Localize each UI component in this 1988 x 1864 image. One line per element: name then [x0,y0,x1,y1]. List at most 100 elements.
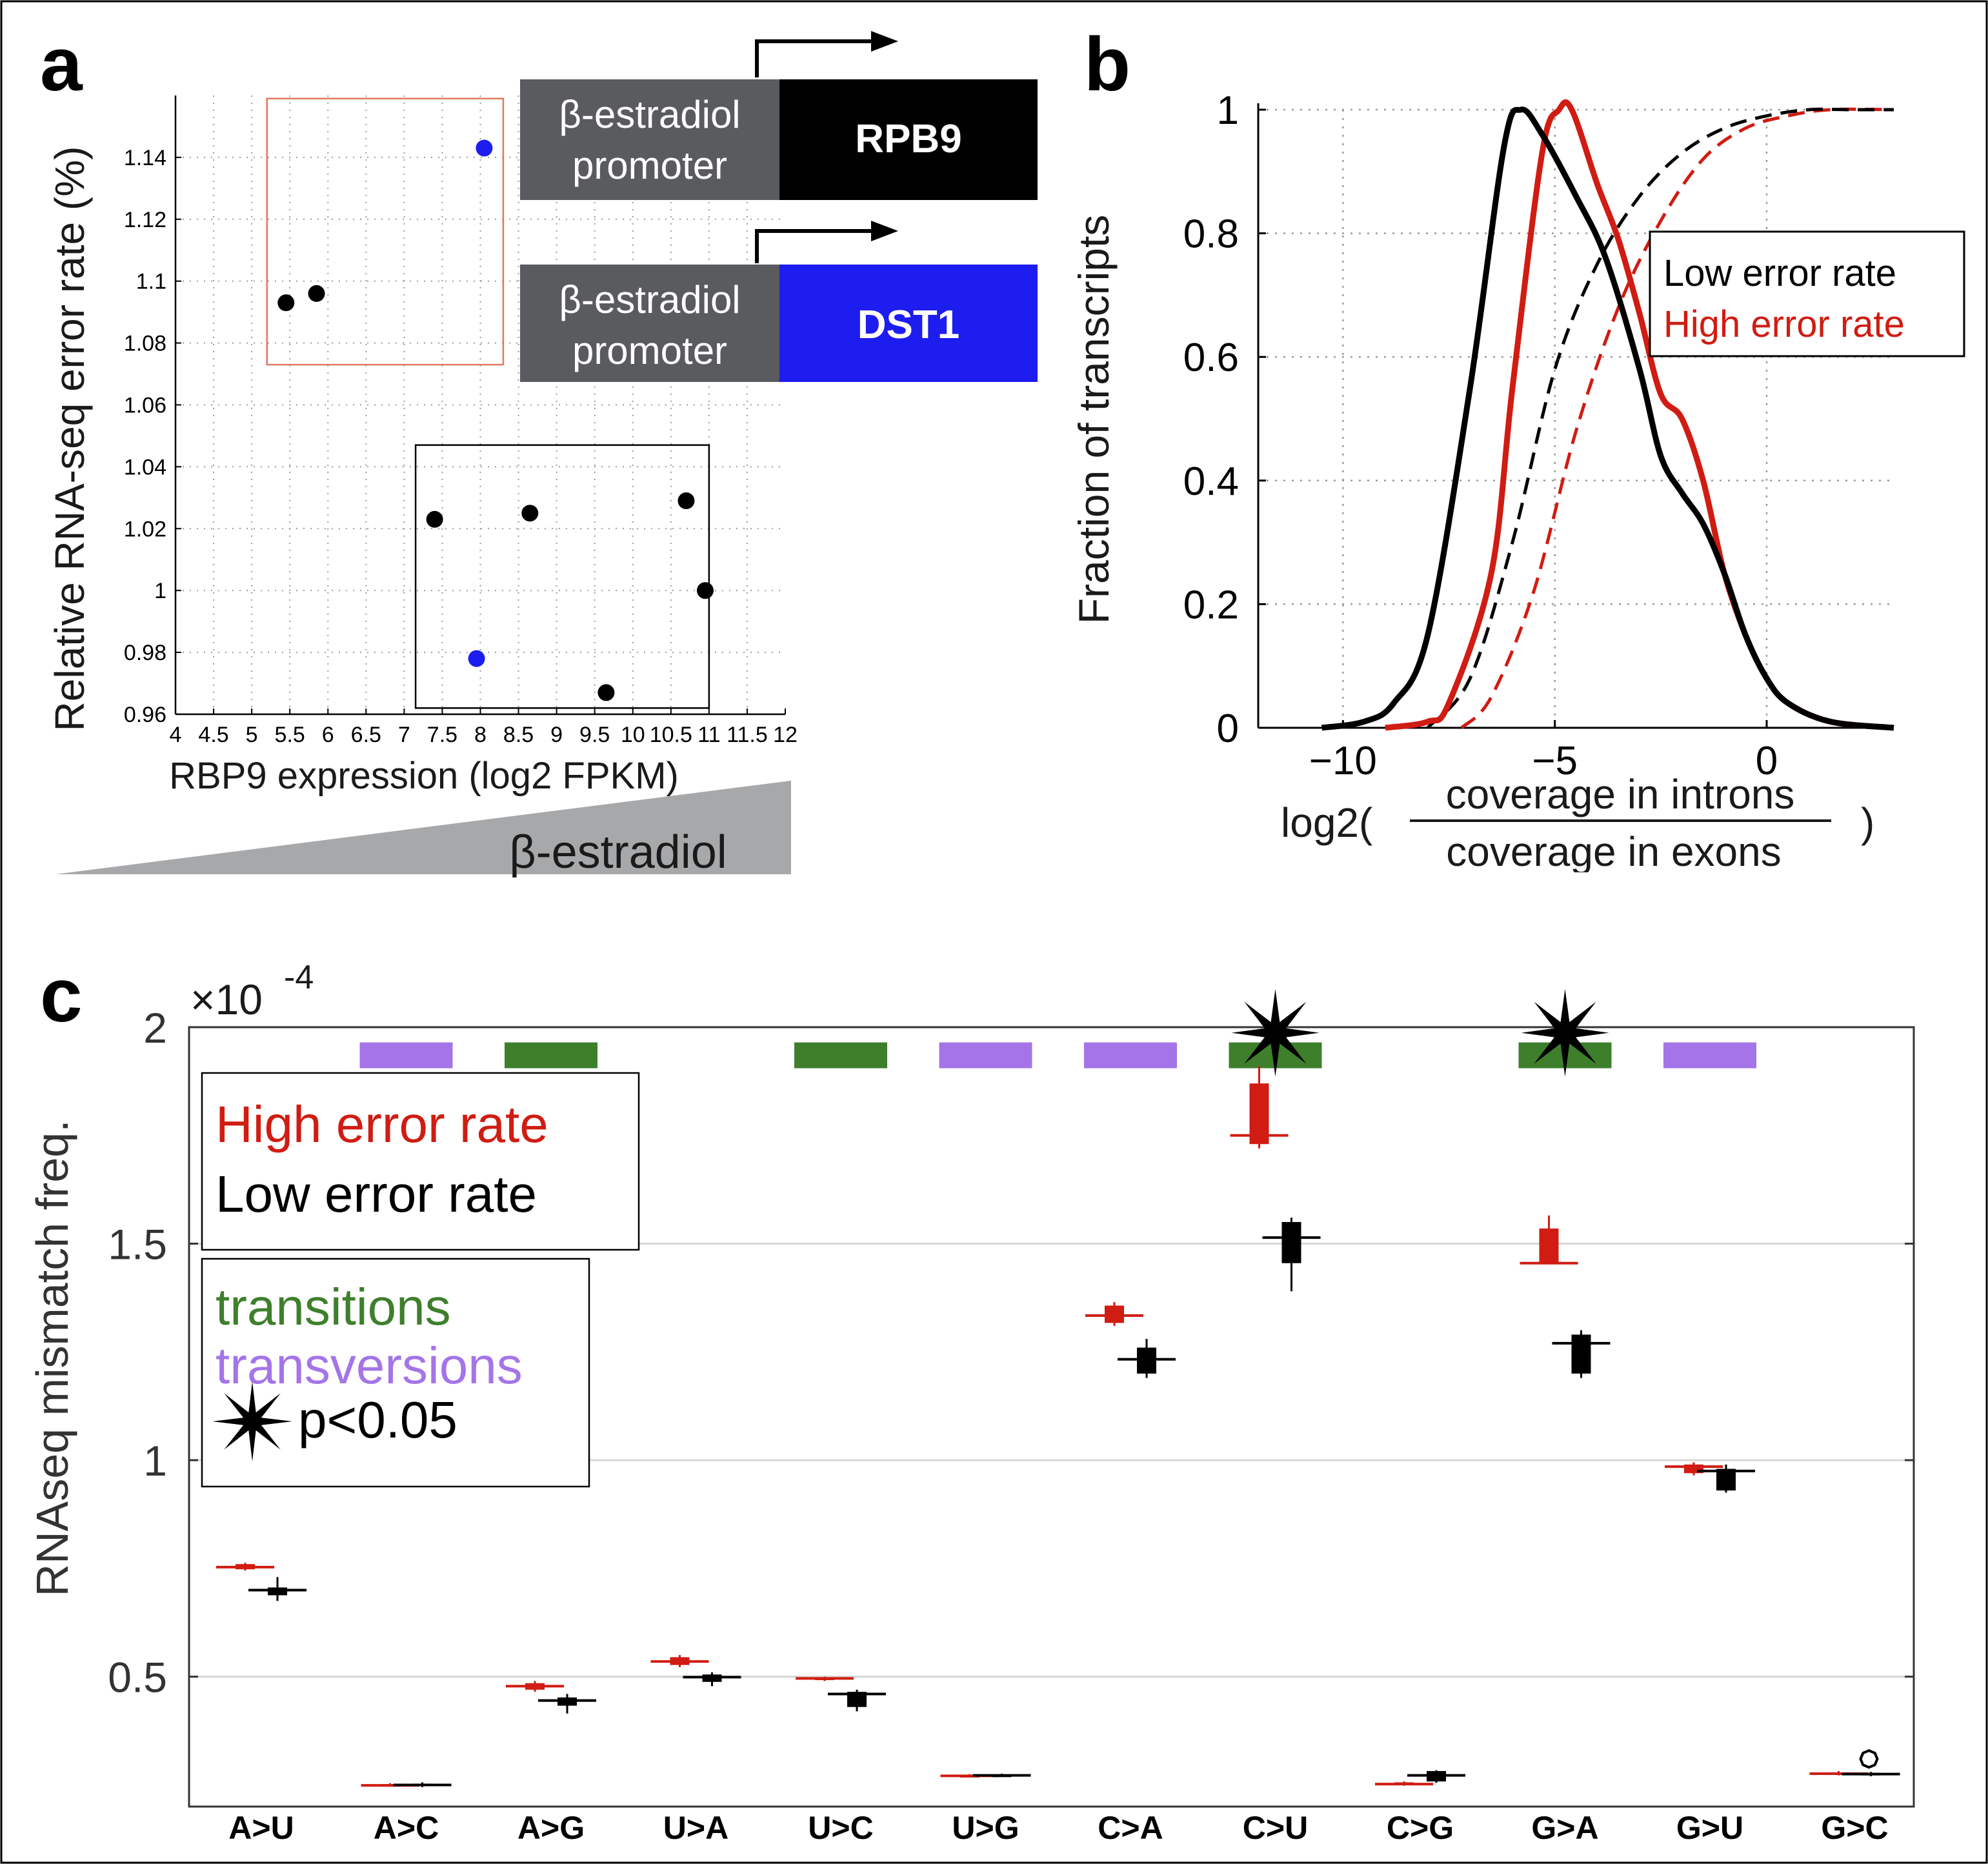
construct-dst1-promoter [520,265,779,382]
panel-a-data-point [678,492,695,510]
panel-a-y-tick-label: 1.04 [124,455,166,479]
panel-c-y-axis-label: RNAseq mismatch freq. [27,1119,77,1596]
panel-b-y-tick-label: 0.2 [1183,583,1239,627]
beta-estradiol-gradient-label: β-estradiol [509,827,727,878]
panel-a-letter: a [40,22,83,107]
panel-c-legend-high: High error rate [216,1096,548,1153]
panel-c-class-bar-transversion [1663,1042,1756,1068]
panel-b-x-label-prefix: log2( [1281,799,1372,846]
construct-rpb9-arrow-head [871,31,898,52]
panel-c-legend-pvalue: p<0.05 [298,1391,457,1448]
construct-dst1-gene [779,265,1038,382]
panel-a-x-tick-label: 8.5 [503,723,534,747]
panel-a-x-axis-label: RBP9 expression (log2 FPKM) [169,755,679,797]
panel-c-y-tick-label: 0.5 [108,1654,167,1701]
panel-c-scale-base: ×10 [190,976,263,1023]
panel-a-x-tick-label: 11.5 [727,723,768,747]
panel-a-data-point [476,139,493,157]
panel-b-x-tick-labels: −10 −5 0 [1309,739,1778,783]
panel-c-category-label: G>A [1531,1810,1598,1846]
panel-c-box [1137,1347,1156,1374]
panel-a-x-tick-label: 6 [322,723,334,747]
panel-c-significance-stars [1231,988,1609,1077]
panel-c-box [1571,1334,1591,1374]
panel-c-legend-classes: transitions transversions p<0.05 [201,1258,590,1488]
panel-c-letter: c [40,953,83,1038]
panel-b-legend-box [1649,230,1965,357]
panel-c-class-bar-transition [505,1042,597,1068]
panel-b-y-tick-label: 1 [1217,88,1239,133]
panel-b-x-tick-label: −5 [1532,739,1578,783]
construct-dst1: β-estradiol promoter DST1 [520,221,1038,382]
panel-c-category-label: C>G [1387,1810,1454,1846]
panel-b-x-label-numerator: coverage in introns [1446,771,1795,817]
panel-a-y-tick-label: 0.96 [124,703,166,727]
panel-a-x-tick-label: 10 [621,723,645,747]
beta-estradiol-gradient-wedge [55,781,791,874]
construct-dst1-gene-label: DST1 [858,303,959,347]
construct-rpb9: β-estradiol promoter RPB9 [520,31,1038,200]
panel-a-x-tick-label: 8 [474,723,487,747]
panel-c-category-label: A>G [517,1810,585,1846]
panel-a-x-tick-label: 4.5 [198,723,228,747]
panel-b-y-tick-label: 0 [1217,707,1239,751]
panel-b-legend: Low error rate High error rate [1649,230,1965,357]
panel-c-category-label: U>C [808,1810,873,1846]
panel-c: c A>U A>C A>G U>A U>C U>G C>A C>U C>G G>A G>U G>C 0… [27,953,1915,1846]
panel-b-series-line [1321,106,1894,731]
panel-a-x-tick-label: 7.5 [427,723,457,747]
star-icon [212,1381,292,1461]
panel-a-x-tick-label: 5 [246,723,258,747]
construct-rpb9-promoter-line1: β-estradiol [559,93,740,136]
panel-b-x-tick-label: 0 [1756,739,1778,783]
panel-a-x-tick-labels: 4 4.5 5 5.5 6 6.5 7 7.5 8 8.5 9 9.5 10 10.5 11 11.5 12 [170,723,798,747]
panel-c-box [847,1692,867,1707]
panel-a-x-tick-label: 10.5 [650,723,692,747]
panel-c-category-label: U>G [952,1810,1019,1846]
panel-c-legend-series-box [201,1072,640,1251]
panel-c-outlier [1859,1749,1879,1769]
panel-a-axes [174,95,786,716]
construct-dst1-promoter-line1: β-estradiol [559,278,740,321]
low-error-group-box [414,444,710,709]
panel-c-x-tick-labels: A>U A>C A>G U>A U>C U>G C>A C>U C>G G>A G>U G>C [228,1810,1888,1846]
panel-a-y-tick-label: 1.14 [124,146,166,170]
panel-b-y-axis-label: Fraction of transcripts [1070,215,1118,625]
panel-a-data-point [597,684,615,701]
panel-a-x-tick-label: 11 [698,723,720,747]
panel-a-y-axis-label: Relative RNA-seq error rate (%) [46,146,93,732]
panel-a-x-tick-label: 5.5 [275,723,305,747]
panel-c-legend-classes-box [201,1258,590,1488]
panel-a-data-point [426,510,443,528]
panel-a-y-tick-label: 1.12 [124,208,166,232]
panel-c-category-label: A>U [228,1810,294,1846]
panel-b-series-line [1426,107,1894,729]
panel-a-data-point [468,650,485,667]
panel-c-class-bar-transition [794,1042,887,1068]
panel-c-box [1249,1083,1269,1145]
panel-c-box [1281,1222,1301,1263]
panel-c-scale-exponent: -4 [284,959,314,996]
panel-c-boxes [216,1066,1900,1787]
panel-b-letter: b [1084,22,1130,107]
panel-a-y-tick-label: 1 [154,579,166,603]
panel-c-category-label: C>U [1243,1810,1308,1846]
panel-a-x-tick-label: 9.5 [579,723,610,747]
panel-a-y-tick-label: 0.98 [124,641,166,665]
panel-c-box [1105,1305,1124,1323]
panel-a-x-tick-label: 9 [550,723,563,747]
panel-a-x-tick-label: 6.5 [351,723,381,747]
panel-c-category-label: C>A [1098,1810,1163,1846]
panel-b-x-label-denominator: coverage in exons [1446,828,1781,875]
panel-a-x-tick-label: 12 [773,723,798,747]
panel-c-y-tick-labels: 0.5 1 1.5 2 [108,1004,167,1701]
panel-c-box [1539,1228,1559,1263]
significance-star-icon [1231,988,1320,1077]
panel-a-points [277,139,714,701]
panel-a-data-point [277,294,295,312]
panel-c-class-bars [359,1042,1756,1068]
panel-c-category-label: G>U [1676,1810,1743,1846]
significance-star-icon [1521,988,1609,1077]
